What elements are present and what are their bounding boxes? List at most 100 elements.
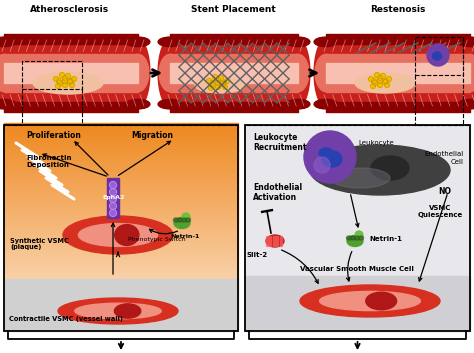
Ellipse shape bbox=[78, 223, 157, 246]
Bar bbox=[4, 301, 238, 305]
Bar bbox=[4, 171, 238, 175]
Ellipse shape bbox=[310, 145, 450, 195]
Circle shape bbox=[63, 83, 67, 88]
Bar bbox=[4, 181, 238, 185]
Ellipse shape bbox=[173, 218, 179, 222]
Ellipse shape bbox=[0, 37, 16, 47]
Bar bbox=[4, 178, 238, 182]
Bar bbox=[4, 270, 238, 274]
Circle shape bbox=[63, 76, 67, 80]
Circle shape bbox=[304, 131, 356, 183]
Bar bbox=[170, 54, 298, 92]
Ellipse shape bbox=[182, 218, 186, 222]
Bar bbox=[4, 325, 238, 329]
Circle shape bbox=[70, 83, 74, 88]
Ellipse shape bbox=[114, 304, 141, 318]
Ellipse shape bbox=[0, 100, 16, 109]
Ellipse shape bbox=[177, 218, 182, 222]
Ellipse shape bbox=[158, 37, 182, 47]
Bar bbox=[4, 294, 238, 298]
Ellipse shape bbox=[330, 168, 390, 188]
Ellipse shape bbox=[459, 54, 474, 92]
Bar bbox=[266, 236, 268, 246]
Text: Endothelial
Activation: Endothelial Activation bbox=[253, 183, 302, 202]
Circle shape bbox=[372, 78, 376, 84]
Circle shape bbox=[60, 72, 64, 78]
Ellipse shape bbox=[115, 225, 139, 245]
Ellipse shape bbox=[350, 236, 356, 240]
Bar bbox=[4, 267, 238, 271]
Circle shape bbox=[377, 78, 383, 84]
Circle shape bbox=[210, 80, 215, 85]
Bar bbox=[4, 219, 238, 223]
Circle shape bbox=[109, 181, 117, 189]
Ellipse shape bbox=[458, 39, 474, 107]
Bar bbox=[4, 143, 238, 147]
Bar bbox=[4, 279, 238, 331]
Bar bbox=[4, 150, 238, 154]
Ellipse shape bbox=[458, 100, 474, 109]
Ellipse shape bbox=[315, 54, 337, 92]
Ellipse shape bbox=[126, 39, 150, 107]
Text: Slit-2: Slit-2 bbox=[247, 252, 268, 258]
Bar bbox=[4, 209, 238, 213]
Ellipse shape bbox=[63, 216, 173, 254]
Ellipse shape bbox=[58, 298, 178, 324]
Ellipse shape bbox=[126, 37, 150, 47]
Circle shape bbox=[381, 73, 385, 78]
Circle shape bbox=[109, 196, 117, 203]
Ellipse shape bbox=[185, 218, 191, 222]
Text: Contractile VSMC (vessel wall): Contractile VSMC (vessel wall) bbox=[9, 316, 123, 322]
Circle shape bbox=[377, 76, 383, 80]
Circle shape bbox=[386, 77, 392, 82]
Ellipse shape bbox=[319, 148, 333, 158]
Bar bbox=[4, 205, 238, 209]
Ellipse shape bbox=[314, 100, 338, 109]
Circle shape bbox=[54, 77, 58, 82]
Bar bbox=[4, 167, 238, 171]
Circle shape bbox=[209, 85, 213, 90]
Bar bbox=[4, 63, 138, 83]
Text: Leukocyte
Recruitment: Leukocyte Recruitment bbox=[253, 133, 307, 152]
Bar bbox=[4, 185, 238, 189]
Bar bbox=[4, 126, 238, 130]
Circle shape bbox=[216, 84, 220, 90]
Bar bbox=[4, 222, 238, 226]
Ellipse shape bbox=[358, 236, 364, 240]
Circle shape bbox=[377, 83, 383, 88]
Circle shape bbox=[216, 80, 220, 85]
Bar bbox=[4, 322, 238, 326]
Ellipse shape bbox=[158, 39, 182, 107]
Circle shape bbox=[55, 84, 61, 89]
Bar bbox=[4, 288, 238, 292]
Circle shape bbox=[221, 80, 227, 85]
Bar bbox=[4, 164, 238, 168]
Bar bbox=[4, 229, 238, 233]
Bar bbox=[4, 188, 238, 192]
Bar bbox=[4, 291, 238, 295]
Text: Fibronectin
Deposition: Fibronectin Deposition bbox=[26, 155, 72, 168]
Bar bbox=[170, 63, 298, 83]
Bar bbox=[245, 276, 470, 331]
Bar bbox=[4, 147, 238, 151]
Circle shape bbox=[207, 78, 211, 84]
Bar bbox=[245, 125, 470, 331]
Bar bbox=[4, 236, 238, 240]
Circle shape bbox=[72, 77, 76, 82]
Circle shape bbox=[216, 78, 220, 83]
Bar bbox=[4, 198, 238, 202]
Bar bbox=[4, 195, 238, 199]
Bar bbox=[326, 54, 470, 92]
Ellipse shape bbox=[75, 303, 161, 319]
Bar bbox=[273, 236, 275, 246]
Ellipse shape bbox=[347, 235, 363, 246]
Bar bbox=[4, 264, 238, 268]
Text: Restenosis: Restenosis bbox=[370, 5, 426, 14]
Bar bbox=[4, 140, 238, 144]
Text: EphA2: EphA2 bbox=[103, 196, 125, 201]
Bar bbox=[270, 236, 272, 246]
Bar bbox=[4, 161, 238, 164]
Ellipse shape bbox=[0, 39, 16, 107]
Ellipse shape bbox=[314, 39, 338, 107]
Ellipse shape bbox=[322, 151, 342, 167]
